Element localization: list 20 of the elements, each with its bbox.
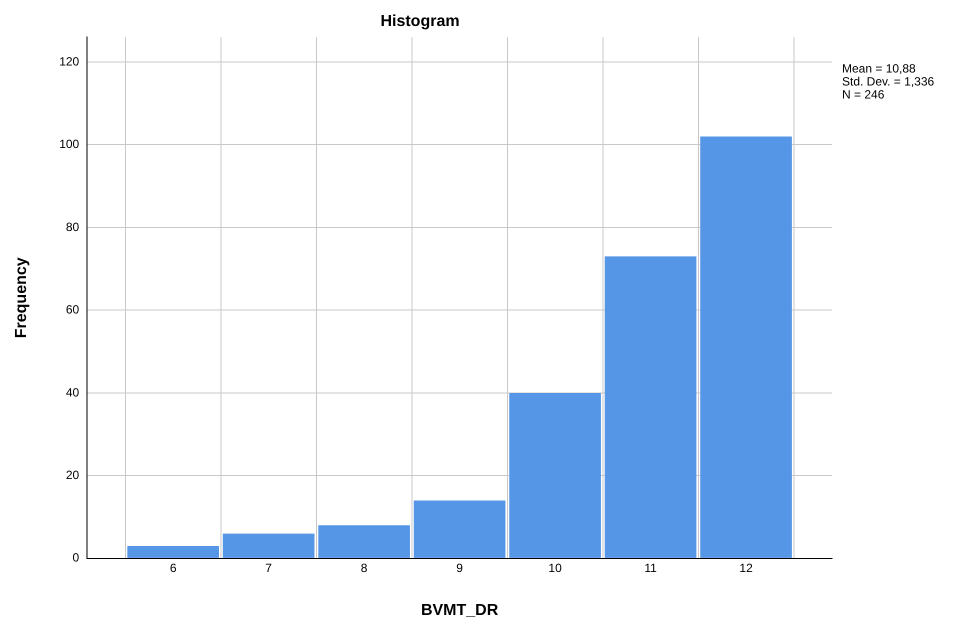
text: Std. Dev. = 1,336 (842, 74, 934, 89)
y-axis-title: Frequency (13, 257, 30, 338)
x-tick-label: 9 (456, 560, 464, 575)
y-tick-label: 100 (59, 137, 80, 152)
chart-title: Histogram (380, 13, 460, 30)
y-tick-label: 40 (66, 385, 80, 400)
text: Mean = 10,88 (842, 62, 916, 76)
text: N = 246 (842, 88, 885, 102)
x-axis-title: BVMT_DR (420, 602, 499, 619)
y-tick-label: 20 (66, 468, 80, 482)
x-tick-label: 11 (644, 560, 658, 575)
x-tick-label: 7 (265, 560, 272, 575)
y-tick-label: 80 (66, 220, 80, 234)
x-tick-label: 8 (360, 560, 368, 575)
x-tick-label: 12 (739, 560, 754, 575)
y-tick-label: 60 (66, 302, 80, 317)
y-tick-label: 0 (72, 550, 80, 565)
x-tick-label: 10 (548, 560, 562, 575)
x-tick-label: 6 (170, 560, 177, 575)
y-tick-label: 120 (59, 54, 80, 68)
